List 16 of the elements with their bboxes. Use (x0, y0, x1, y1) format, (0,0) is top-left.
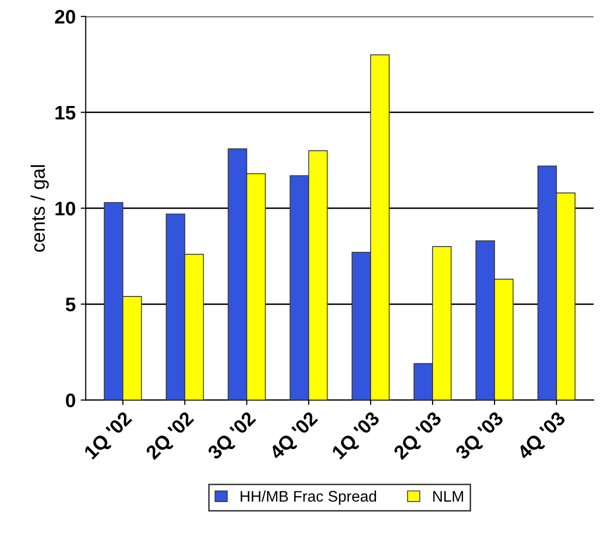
y-tick-label: 5 (66, 298, 76, 312)
legend-label: HH/MB Frac Spread (240, 490, 376, 505)
x-tick-label: 1Q '03 (331, 410, 383, 462)
y-tick-label: 20 (55, 10, 76, 24)
x-tick-label: 3Q '03 (454, 410, 507, 463)
x-tick-label: 1Q '02 (83, 410, 135, 462)
y-tick-label: 10 (56, 202, 76, 216)
y-tick-label: 15 (56, 106, 76, 120)
x-tick-label: 2Q '02 (144, 410, 197, 463)
y-tick-label: 0 (66, 394, 76, 408)
y-axis-title: cents / gal (30, 165, 49, 252)
x-tick-label: 4Q '02 (268, 410, 321, 463)
legend-label: NLM (433, 491, 464, 502)
x-tick-label: 2Q '03 (392, 410, 445, 463)
x-tick-label: 4Q '03 (516, 410, 569, 463)
x-tick-label: 3Q '02 (206, 410, 259, 463)
